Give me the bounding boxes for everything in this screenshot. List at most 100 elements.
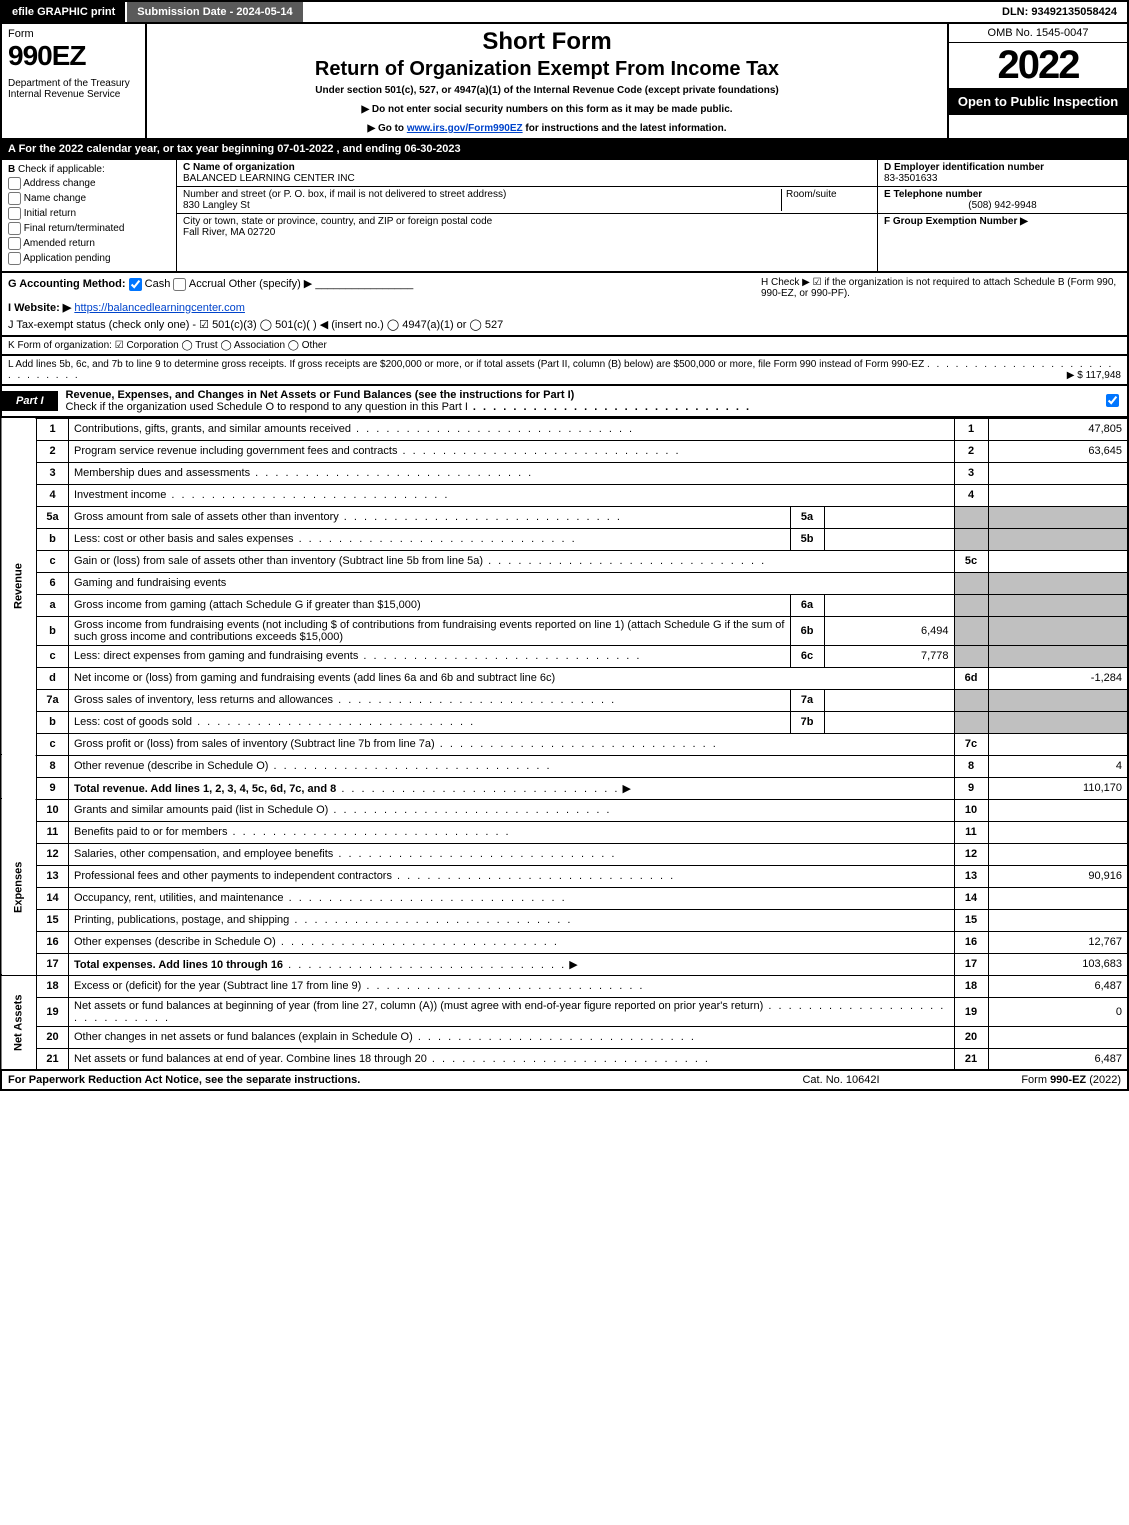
chk-address-change[interactable]: Address change bbox=[8, 177, 170, 190]
form-word: Form bbox=[8, 28, 139, 40]
line-13-desc: Professional fees and other payments to … bbox=[74, 870, 392, 882]
room-suite-label: Room/suite bbox=[781, 189, 871, 211]
revenue-section-label: Revenue bbox=[1, 418, 37, 755]
row-a-tax-year: A For the 2022 calendar year, or tax yea… bbox=[0, 140, 1129, 160]
chk-schedule-o[interactable] bbox=[1106, 394, 1119, 407]
line-19-value: 0 bbox=[988, 997, 1128, 1026]
line-4-value bbox=[988, 484, 1128, 506]
line-5c-value bbox=[988, 550, 1128, 572]
line-1-desc: Contributions, gifts, grants, and simila… bbox=[74, 423, 351, 435]
submission-date: Submission Date - 2024-05-14 bbox=[127, 2, 302, 22]
line-2-desc: Program service revenue including govern… bbox=[74, 445, 397, 457]
dln: DLN: 93492135058424 bbox=[992, 2, 1127, 22]
part-1-title: Revenue, Expenses, and Changes in Net As… bbox=[66, 389, 575, 401]
line-11-desc: Benefits paid to or for members bbox=[74, 826, 227, 838]
line-16-desc: Other expenses (describe in Schedule O) bbox=[74, 936, 276, 948]
chk-accrual[interactable] bbox=[173, 278, 186, 291]
line-7c-value bbox=[988, 733, 1128, 755]
line-6b-value: 6,494 bbox=[824, 616, 954, 645]
line-5c-desc: Gain or (loss) from sale of assets other… bbox=[74, 555, 483, 567]
chk-amended-return[interactable]: Amended return bbox=[8, 237, 170, 250]
form-footer-label: Form 990-EZ (2022) bbox=[941, 1074, 1121, 1086]
line-6c-desc: Less: direct expenses from gaming and fu… bbox=[74, 650, 358, 662]
j-tax-exempt: J Tax-exempt status (check only one) - ☑… bbox=[8, 318, 761, 331]
line-21-value: 6,487 bbox=[988, 1048, 1128, 1070]
line-17-value: 103,683 bbox=[988, 953, 1128, 975]
part-1-tag: Part I bbox=[2, 391, 58, 411]
form-number: 990EZ bbox=[8, 40, 139, 72]
c-name-label: C Name of organization bbox=[183, 162, 295, 173]
page-footer: For Paperwork Reduction Act Notice, see … bbox=[0, 1071, 1129, 1091]
line-18-desc: Excess or (deficit) for the year (Subtra… bbox=[74, 980, 361, 992]
info-box: B Check if applicable: Address change Na… bbox=[0, 160, 1129, 273]
ein-value: 83-3501633 bbox=[884, 173, 937, 184]
line-1-value: 47,805 bbox=[988, 418, 1128, 440]
line-15-desc: Printing, publications, postage, and shi… bbox=[74, 914, 289, 926]
chk-name-change[interactable]: Name change bbox=[8, 192, 170, 205]
org-name: BALANCED LEARNING CENTER INC bbox=[183, 173, 355, 184]
under-section: Under section 501(c), 527, or 4947(a)(1)… bbox=[155, 85, 939, 96]
line-2-value: 63,645 bbox=[988, 440, 1128, 462]
line-20-desc: Other changes in net assets or fund bala… bbox=[74, 1031, 413, 1043]
b-label: B bbox=[8, 164, 15, 175]
row-g-h: G Accounting Method: Cash Accrual Other … bbox=[0, 273, 1129, 337]
line-6c-value: 7,778 bbox=[824, 645, 954, 667]
line-12-value bbox=[988, 843, 1128, 865]
line-21-desc: Net assets or fund balances at end of ye… bbox=[74, 1053, 427, 1065]
irs-link[interactable]: www.irs.gov/Form990EZ bbox=[407, 123, 523, 134]
i-label: I Website: ▶ bbox=[8, 302, 71, 314]
efile-print-button[interactable]: efile GRAPHIC print bbox=[2, 2, 127, 22]
line-6a-desc: Gross income from gaming (attach Schedul… bbox=[74, 599, 421, 611]
short-form-title: Short Form bbox=[155, 28, 939, 56]
org-street: 830 Langley St bbox=[183, 200, 250, 211]
h-schedule-b: H Check ▶ ☑ if the organization is not r… bbox=[761, 277, 1121, 331]
topbar: efile GRAPHIC print Submission Date - 20… bbox=[0, 0, 1129, 24]
line-10-value bbox=[988, 799, 1128, 821]
tax-year: 2022 bbox=[949, 43, 1127, 88]
c-addr-label: Number and street (or P. O. box, if mail… bbox=[183, 189, 506, 200]
line-16-value: 12,767 bbox=[988, 931, 1128, 953]
c-city-label: City or town, state or province, country… bbox=[183, 216, 492, 227]
website-link[interactable]: https://balancedlearningcenter.com bbox=[74, 302, 245, 314]
line-3-desc: Membership dues and assessments bbox=[74, 467, 250, 479]
g-label: G Accounting Method: bbox=[8, 278, 126, 290]
line-6d-value: -1,284 bbox=[988, 667, 1128, 689]
expenses-section-label: Expenses bbox=[1, 799, 37, 975]
form-header: Form 990EZ Department of the Treasury In… bbox=[0, 24, 1129, 140]
goto-note: ▶ Go to www.irs.gov/Form990EZ for instru… bbox=[155, 123, 939, 134]
dept: Department of the Treasury Internal Reve… bbox=[8, 78, 139, 100]
part-1-table: Revenue 1Contributions, gifts, grants, a… bbox=[0, 418, 1129, 1072]
line-19-desc: Net assets or fund balances at beginning… bbox=[74, 1000, 763, 1012]
line-10-desc: Grants and similar amounts paid (list in… bbox=[74, 804, 328, 816]
line-14-value bbox=[988, 887, 1128, 909]
d-ein-label: D Employer identification number bbox=[884, 162, 1044, 173]
net-assets-section-label: Net Assets bbox=[1, 975, 37, 1070]
line-4-desc: Investment income bbox=[74, 489, 166, 501]
cat-number: Cat. No. 10642I bbox=[741, 1074, 941, 1086]
line-12-desc: Salaries, other compensation, and employ… bbox=[74, 848, 333, 860]
ssn-note: ▶ Do not enter social security numbers o… bbox=[155, 104, 939, 115]
line-6d-desc: Net income or (loss) from gaming and fun… bbox=[74, 672, 555, 684]
return-title: Return of Organization Exempt From Incom… bbox=[155, 58, 939, 81]
chk-application-pending[interactable]: Application pending bbox=[8, 252, 170, 265]
line-7a-desc: Gross sales of inventory, less returns a… bbox=[74, 694, 333, 706]
row-k: K Form of organization: ☑ Corporation ◯ … bbox=[0, 337, 1129, 356]
chk-final-return[interactable]: Final return/terminated bbox=[8, 222, 170, 235]
line-5b-desc: Less: cost or other basis and sales expe… bbox=[74, 533, 294, 545]
line-6-desc: Gaming and fundraising events bbox=[69, 572, 955, 594]
line-8-value: 4 bbox=[988, 755, 1128, 777]
open-inspection: Open to Public Inspection bbox=[949, 88, 1127, 115]
line-8-desc: Other revenue (describe in Schedule O) bbox=[74, 760, 268, 772]
line-5a-desc: Gross amount from sale of assets other t… bbox=[74, 511, 339, 523]
chk-initial-return[interactable]: Initial return bbox=[8, 207, 170, 220]
org-city: Fall River, MA 02720 bbox=[183, 227, 275, 238]
row-l: L Add lines 5b, 6c, and 7b to line 9 to … bbox=[0, 356, 1129, 386]
line-3-value bbox=[988, 462, 1128, 484]
f-group-label: F Group Exemption Number ▶ bbox=[884, 216, 1028, 227]
line-6b-desc: Gross income from fundraising events (no… bbox=[74, 619, 784, 643]
line-17-desc: Total expenses. Add lines 10 through 16 bbox=[74, 959, 283, 971]
chk-cash[interactable] bbox=[129, 278, 142, 291]
line-7b-desc: Less: cost of goods sold bbox=[74, 716, 192, 728]
line-11-value bbox=[988, 821, 1128, 843]
phone-value: (508) 942-9948 bbox=[884, 200, 1121, 211]
